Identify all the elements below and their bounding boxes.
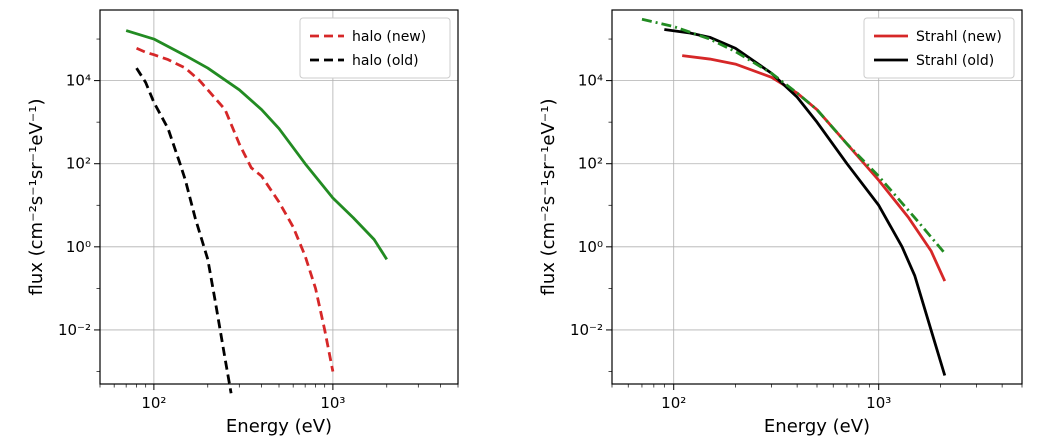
legend-entry-label: halo (old) [352,53,419,69]
right-panel: 10² 10³ 10⁻² 10⁰ 10² 10⁴ Energy (eV) flux (cm⁻²… [538,9,1023,437]
plot-frame [99,9,459,385]
series-line-0 [135,46,335,372]
legend-entry-label: Strahl (new) [916,29,1002,45]
y-tick-label: 10⁰ [578,238,603,256]
x-tick-label: 10² [661,394,686,412]
x-tick-label: 10³ [320,394,345,412]
y-tick-label: 10⁴ [66,72,91,90]
y-tick-label: 10⁰ [66,238,91,256]
legend-box [863,17,1015,79]
series-line-0 [682,54,947,282]
series-line-2 [641,17,946,255]
legend-box [299,17,451,79]
x-tick-label: 10² [141,394,166,412]
left-panel: 10² 10³ 10⁻² 10⁰ 10² 10⁴ Energy (eV) flux (cm⁻²… [26,9,459,437]
legend-entry-label: halo (new) [352,29,426,45]
x-axis-label: Energy (eV) [764,416,870,437]
y-tick-label: 10⁴ [578,72,603,90]
y-tick-label: 10² [578,155,603,173]
legend-entry-label: Strahl (old) [916,53,994,69]
series-line-1 [135,67,233,394]
y-tick-label: 10⁻² [58,321,91,339]
y-axis-label: flux (cm⁻²s⁻¹sr⁻¹eV⁻¹) [26,98,47,295]
y-axis-label: flux (cm⁻²s⁻¹sr⁻¹eV⁻¹) [538,98,559,295]
x-tick-label: 10³ [866,394,891,412]
series-line-2 [125,29,388,261]
series-line-1 [664,28,947,376]
plot-frame [611,9,1023,385]
y-tick-label: 10⁻² [570,321,603,339]
x-axis-label: Energy (eV) [226,416,332,437]
y-tick-label: 10² [66,155,91,173]
